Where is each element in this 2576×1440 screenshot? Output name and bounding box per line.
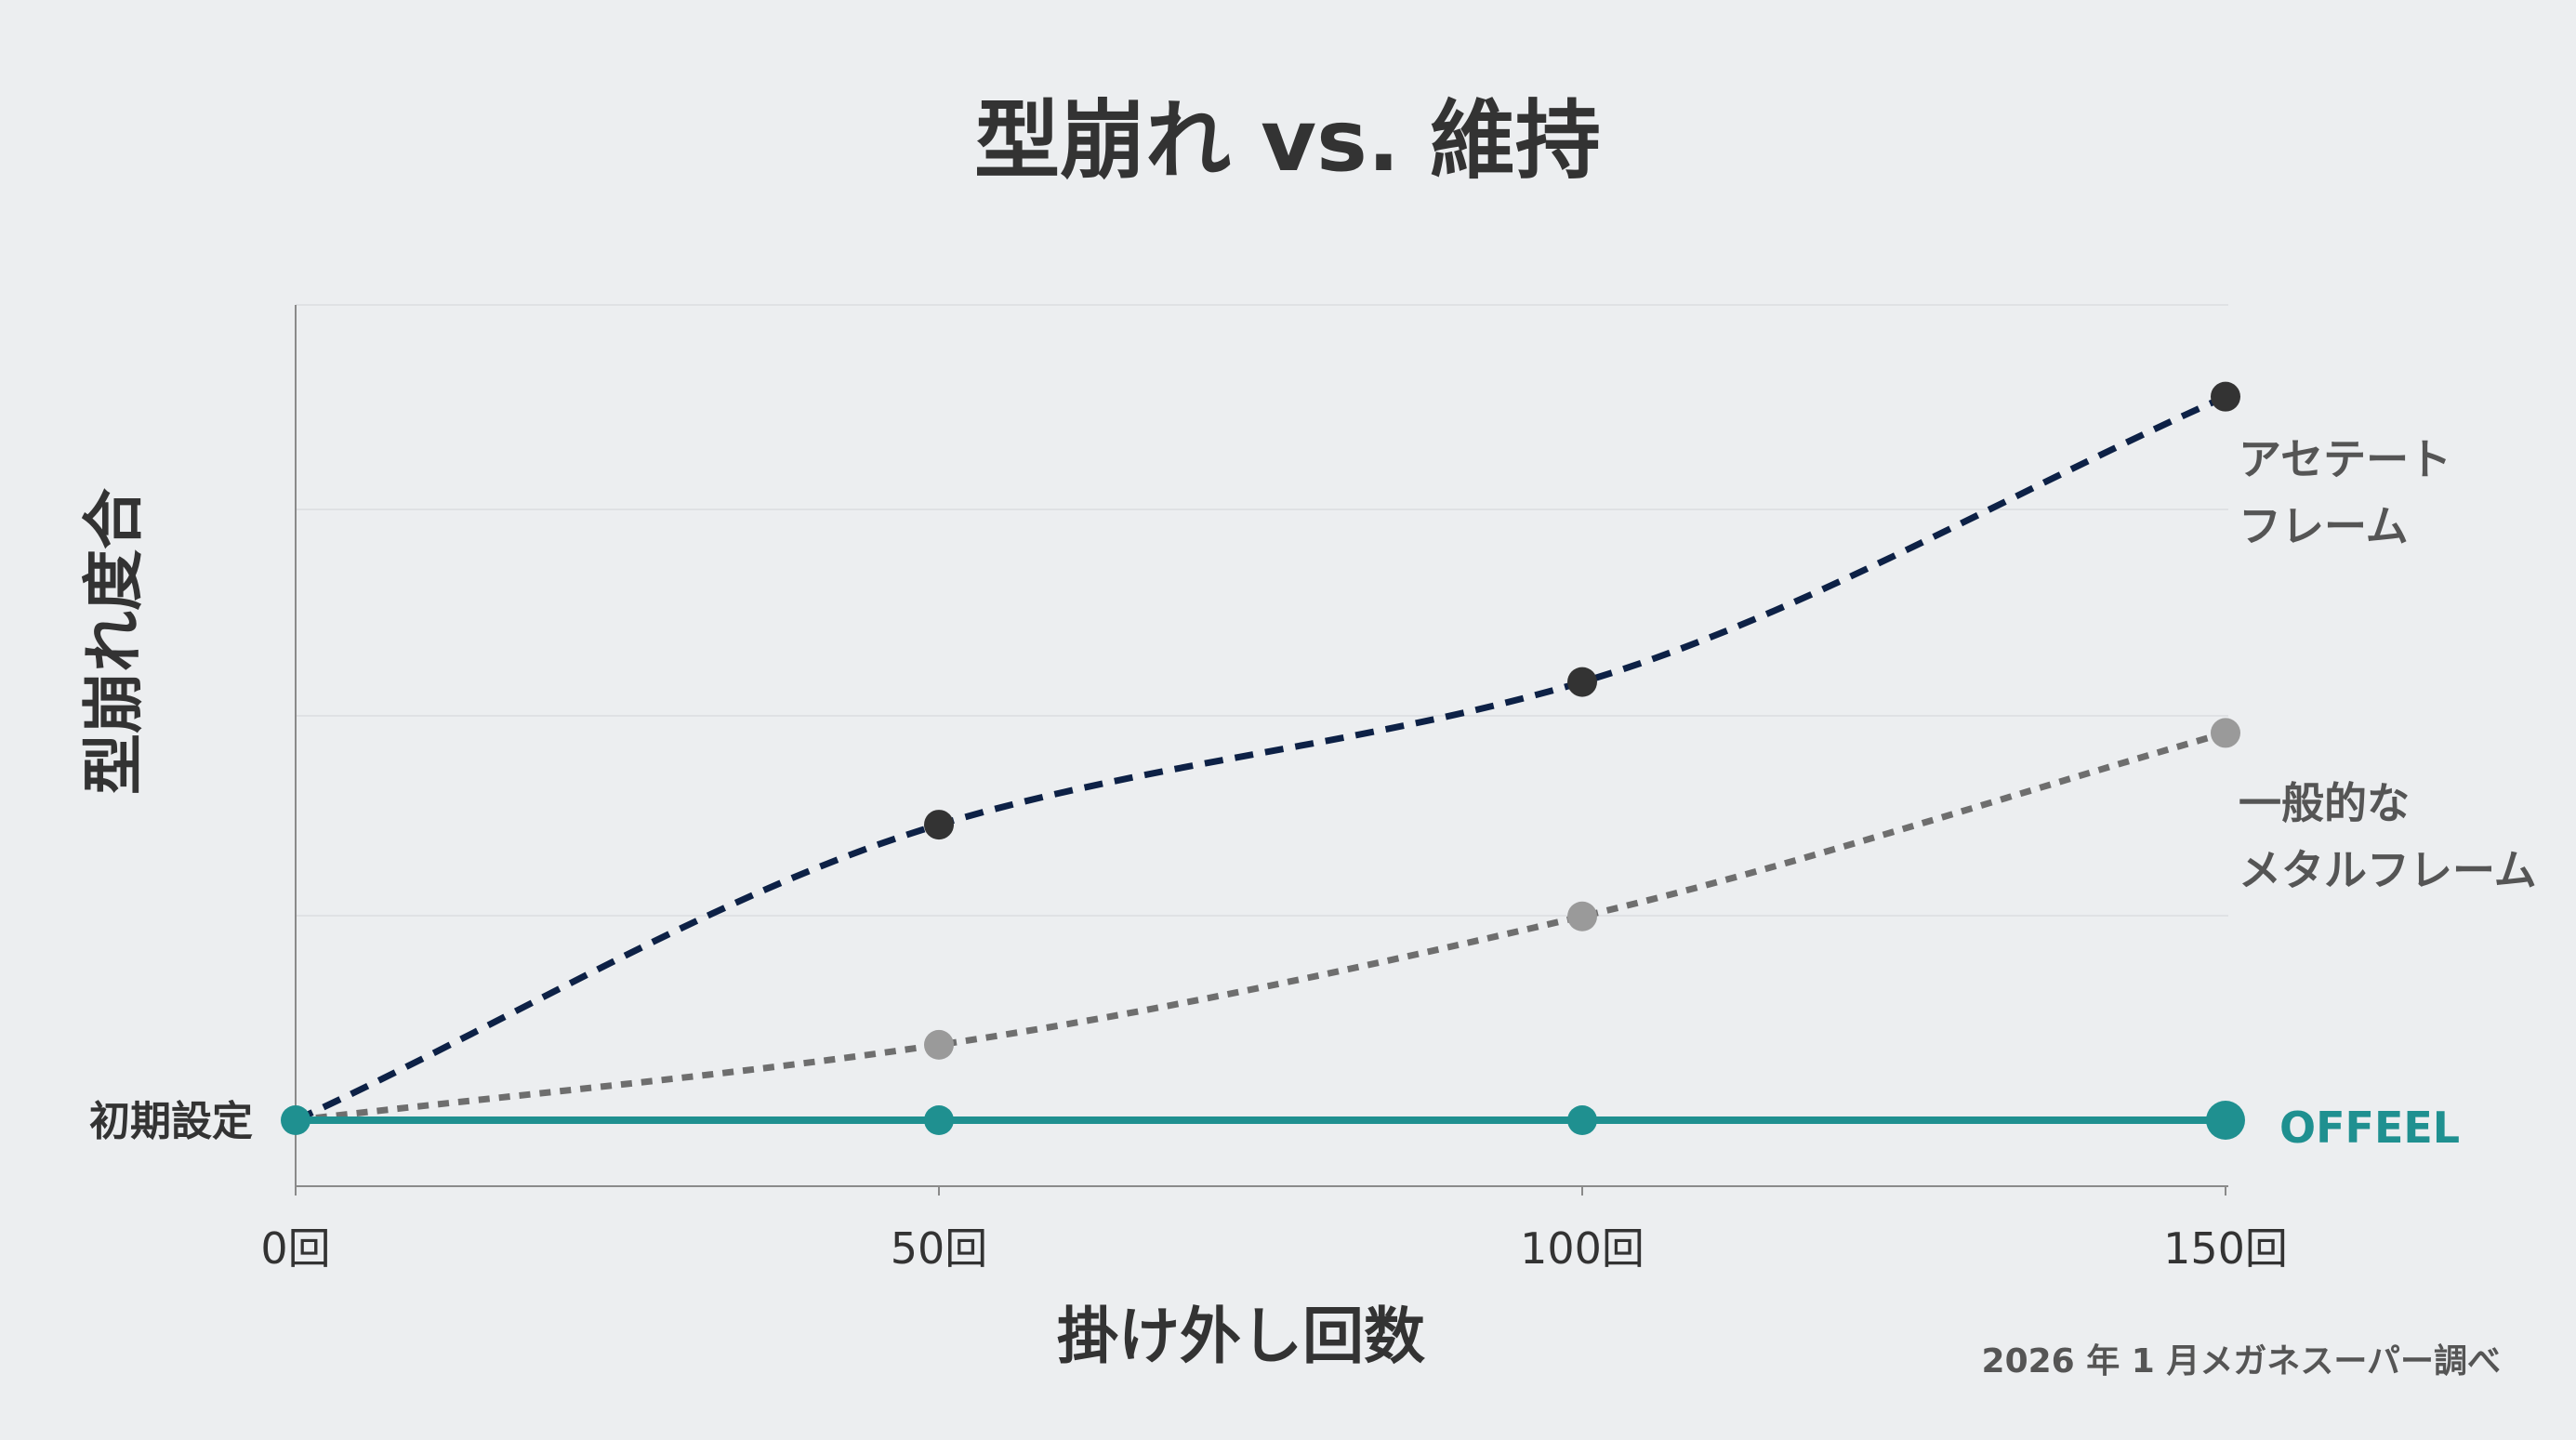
x-tick-label: 150回 — [2163, 1223, 2288, 1274]
axes — [295, 305, 2228, 1187]
data-point — [1567, 901, 1597, 931]
markers — [281, 381, 2245, 1140]
origin-point — [281, 1105, 310, 1135]
data-point — [2206, 1101, 2245, 1140]
series-line — [295, 730, 2226, 1124]
data-point — [924, 810, 954, 840]
chart-title: 型崩れ vs. 維持 — [974, 91, 1601, 191]
x-tick-label: 0回 — [260, 1223, 330, 1274]
data-point — [2211, 381, 2240, 412]
x-tick-label: 50回 — [891, 1223, 988, 1274]
data-point — [924, 1105, 954, 1135]
series-line — [294, 393, 2227, 1124]
series-label: OFFEEL — [2279, 1103, 2460, 1153]
series-label: フレーム — [2239, 501, 2409, 551]
x-tick-label: 100回 — [1520, 1223, 1645, 1274]
series — [292, 393, 2229, 1124]
y-tick-label: 初期設定 — [89, 1098, 253, 1145]
labels: 型崩れ vs. 維持 掛け外し回数 型崩れ度合 2026 年 1 月メガネスーパ… — [78, 91, 2537, 1381]
y-axis-label: 型崩れ度合 — [78, 488, 150, 795]
data-point — [924, 1029, 954, 1060]
data-point — [1567, 667, 1597, 697]
data-point — [2211, 718, 2240, 748]
x-axis-label: 掛け外し回数 — [1057, 1301, 1425, 1372]
grid — [295, 304, 2228, 1196]
series-label: メタルフレーム — [2239, 845, 2537, 895]
source-note: 2026 年 1 月メガネスーパー調べ — [1982, 1342, 2501, 1381]
series-label: アセテート — [2239, 434, 2451, 484]
data-point — [1567, 1105, 1597, 1135]
series-label: 一般的な — [2239, 778, 2410, 828]
